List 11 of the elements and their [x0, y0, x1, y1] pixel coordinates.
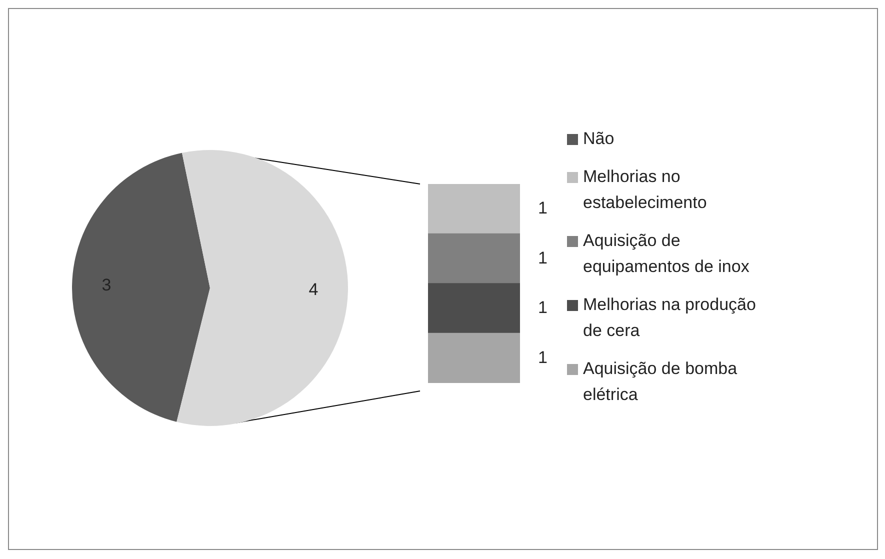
category-label: Aquisição de equipamentos de inox: [583, 230, 750, 278]
category-label: Aquisição de bomba elétrica: [583, 358, 738, 406]
category-label: Melhorias no estabelecimento: [583, 166, 708, 214]
data-label: 1: [538, 348, 548, 367]
data-label: 4: [308, 280, 318, 299]
data-label: 1: [538, 198, 548, 218]
data-label: 3: [102, 276, 112, 295]
legend-label: Não: [583, 128, 614, 150]
category-label: Melhorias na produção de cera: [583, 294, 757, 342]
data-label: 1: [538, 298, 548, 318]
data-label: 1: [538, 248, 548, 268]
